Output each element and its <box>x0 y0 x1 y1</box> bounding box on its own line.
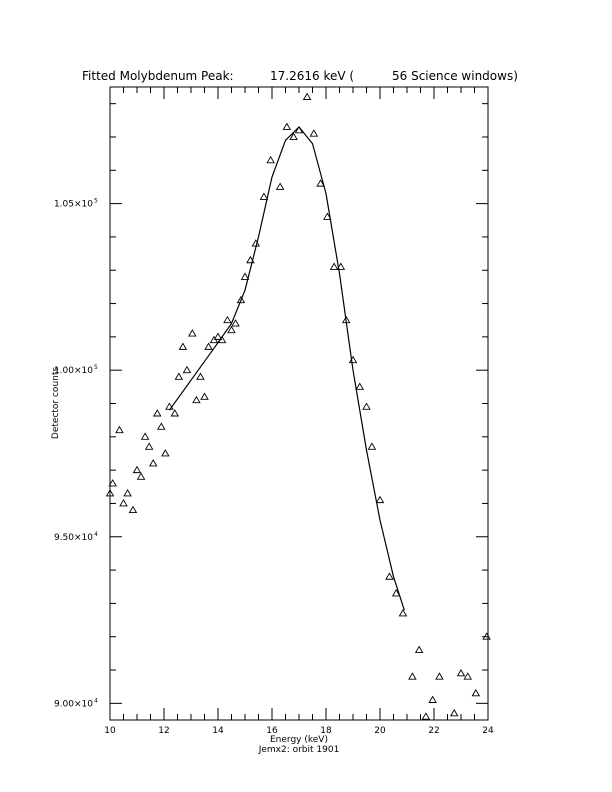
data-point <box>140 432 150 440</box>
x-tick-label: 14 <box>212 726 224 736</box>
data-point <box>323 212 332 220</box>
data-point <box>148 459 158 467</box>
data-point <box>414 645 424 653</box>
data-point <box>217 335 227 344</box>
data-point <box>182 365 192 374</box>
data-point <box>157 422 166 430</box>
data-point <box>329 262 339 270</box>
y-tick-exponent: 5 <box>94 364 98 371</box>
data-point <box>408 672 417 680</box>
data-point <box>367 442 377 450</box>
y-tick-label: 9.50×10 <box>54 533 93 543</box>
data-point <box>236 295 246 304</box>
y-tick-exponent: 4 <box>94 697 98 704</box>
data-point <box>152 409 162 417</box>
y-axis-label: Detector counts <box>51 367 61 439</box>
fit-curve <box>168 126 405 611</box>
data-point <box>170 409 180 417</box>
data-point <box>213 332 223 340</box>
title-right: 56 Science windows) <box>392 69 518 83</box>
data-point <box>231 319 240 327</box>
y-tick-labels: 9.00×10 49.50×10 41.00×10 51.05×10 5 <box>54 198 98 710</box>
data-point <box>192 395 201 404</box>
data-point <box>302 92 312 100</box>
data-point <box>119 499 128 507</box>
data-point <box>251 239 261 247</box>
data-point <box>161 449 170 457</box>
x-tick-label: 18 <box>320 726 332 736</box>
data-point <box>128 505 138 514</box>
y-tick-exponent: 4 <box>94 531 98 538</box>
title-value: 17.2616 keV ( <box>270 69 354 83</box>
data-point <box>204 342 213 350</box>
data-point <box>294 125 304 134</box>
data-point <box>471 688 481 697</box>
data-point <box>362 402 371 410</box>
fit-line <box>168 126 405 611</box>
data-point <box>282 122 292 130</box>
data-point <box>144 442 154 450</box>
data-point <box>428 695 437 703</box>
data-point <box>355 382 365 390</box>
data-point <box>123 489 132 497</box>
data-point <box>132 465 142 474</box>
x-tick-label: 12 <box>158 726 169 736</box>
x-axis-label: Energy (keV) <box>270 735 328 745</box>
data-point <box>240 272 250 280</box>
data-point <box>108 479 117 487</box>
data-point <box>223 315 232 324</box>
data-point <box>391 589 401 597</box>
data-point <box>449 708 459 717</box>
data-point <box>309 129 319 137</box>
x-tick-label: 24 <box>482 726 494 736</box>
data-point <box>336 262 346 270</box>
data-point <box>246 255 255 264</box>
title-left: Fitted Molybdenum Peak: <box>82 69 234 83</box>
data-point <box>266 155 275 164</box>
x-tick-label: 16 <box>266 726 278 736</box>
data-points <box>105 92 491 720</box>
data-point <box>463 672 473 680</box>
data-point <box>385 572 394 580</box>
data-point <box>136 472 146 480</box>
data-point <box>165 402 174 410</box>
data-point <box>421 712 431 720</box>
y-tick-label: 1.05×10 <box>54 200 93 210</box>
data-point <box>188 329 197 337</box>
data-point <box>341 315 351 324</box>
data-point <box>398 608 408 617</box>
x-tick-label: 10 <box>104 726 116 736</box>
data-point <box>435 672 444 680</box>
data-point <box>275 182 285 190</box>
y-tick-label: 9.00×10 <box>54 699 93 709</box>
data-point <box>227 325 236 334</box>
data-point <box>200 392 209 400</box>
data-point <box>375 495 385 504</box>
data-point <box>316 179 325 187</box>
data-point <box>174 372 184 380</box>
data-point <box>482 632 491 640</box>
x-tick-labels: 10 12 14 16 18 20 22 24 <box>104 726 494 736</box>
data-point <box>259 192 269 200</box>
y-tick-exponent: 5 <box>94 198 98 205</box>
data-point <box>115 425 124 434</box>
y-tick-label: 1.00×10 <box>54 366 93 376</box>
chart-subtitle: Jemx2: orbit 1901 <box>258 745 340 755</box>
data-point <box>289 132 298 140</box>
chart-title: Fitted Molybdenum Peak: 17.2616 keV ( 56… <box>82 69 518 83</box>
data-point <box>456 668 466 677</box>
data-point <box>178 342 188 350</box>
x-tick-label: 22 <box>428 726 439 736</box>
data-point <box>196 372 205 380</box>
data-point <box>105 489 115 497</box>
axis-ticks <box>109 87 489 720</box>
x-tick-label: 20 <box>374 726 386 736</box>
plot-frame <box>109 86 489 721</box>
data-point <box>348 355 358 364</box>
